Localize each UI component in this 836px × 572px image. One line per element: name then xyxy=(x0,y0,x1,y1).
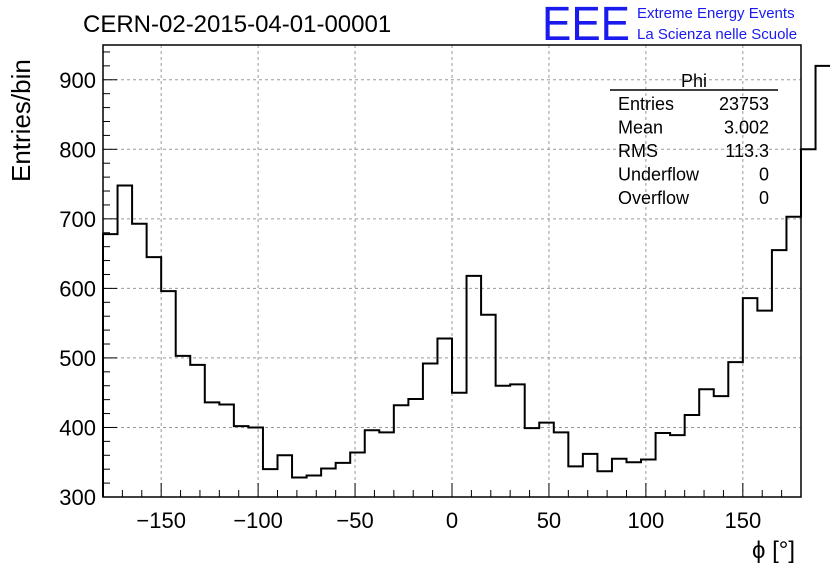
stats-row-label: Overflow xyxy=(618,188,690,208)
stats-row-value: 0 xyxy=(759,188,769,208)
chart-title: CERN-02-2015-04-01-00001 xyxy=(83,11,391,38)
stats-row-label: Entries xyxy=(618,94,674,114)
y-tick-label: 400 xyxy=(59,415,96,440)
x-tick-label: 100 xyxy=(628,508,665,533)
stats-row-value: 23753 xyxy=(719,94,769,114)
grid-lines xyxy=(103,45,801,498)
x-axis-ticks: −150 −100 −50 0 50 100 150 xyxy=(102,483,802,533)
stats-row-label: Mean xyxy=(618,118,663,138)
stats-row-value: 0 xyxy=(759,165,769,185)
x-tick-label: 150 xyxy=(724,508,761,533)
y-tick-label: 800 xyxy=(59,137,96,162)
x-tick-label: −50 xyxy=(336,508,373,533)
y-axis-ticks: 300 400 500 600 700 800 900 xyxy=(59,51,117,510)
x-tick-label: −100 xyxy=(233,508,283,533)
x-tick-label: 50 xyxy=(537,508,561,533)
y-tick-label: 500 xyxy=(59,346,96,371)
stats-row-value: 113.3 xyxy=(725,141,769,161)
y-tick-label: 300 xyxy=(59,485,96,510)
stats-row-value: 3.002 xyxy=(724,118,769,138)
eee-logo: EEE xyxy=(542,0,630,51)
x-tick-label: −150 xyxy=(136,508,186,533)
logo-line-1: Extreme Energy Events xyxy=(637,5,795,22)
stats-row-label: Underflow xyxy=(618,165,700,185)
y-tick-label: 900 xyxy=(59,68,96,93)
stats-row-label: RMS xyxy=(618,141,658,161)
x-tick-label: 0 xyxy=(446,508,458,533)
x-axis-label: ϕ [°] xyxy=(752,537,795,564)
logo-line-2: La Scienza nelle Scuole xyxy=(637,26,797,43)
y-axis-label: Entries/bin xyxy=(6,59,36,182)
y-tick-label: 700 xyxy=(59,207,96,232)
histogram-line xyxy=(102,64,831,497)
stats-box: Phi Entries 23753 Mean 3.002 RMS 113.3 Underfl… xyxy=(610,71,778,208)
y-tick-label: 600 xyxy=(59,276,96,301)
stats-box-title: Phi xyxy=(681,71,707,91)
